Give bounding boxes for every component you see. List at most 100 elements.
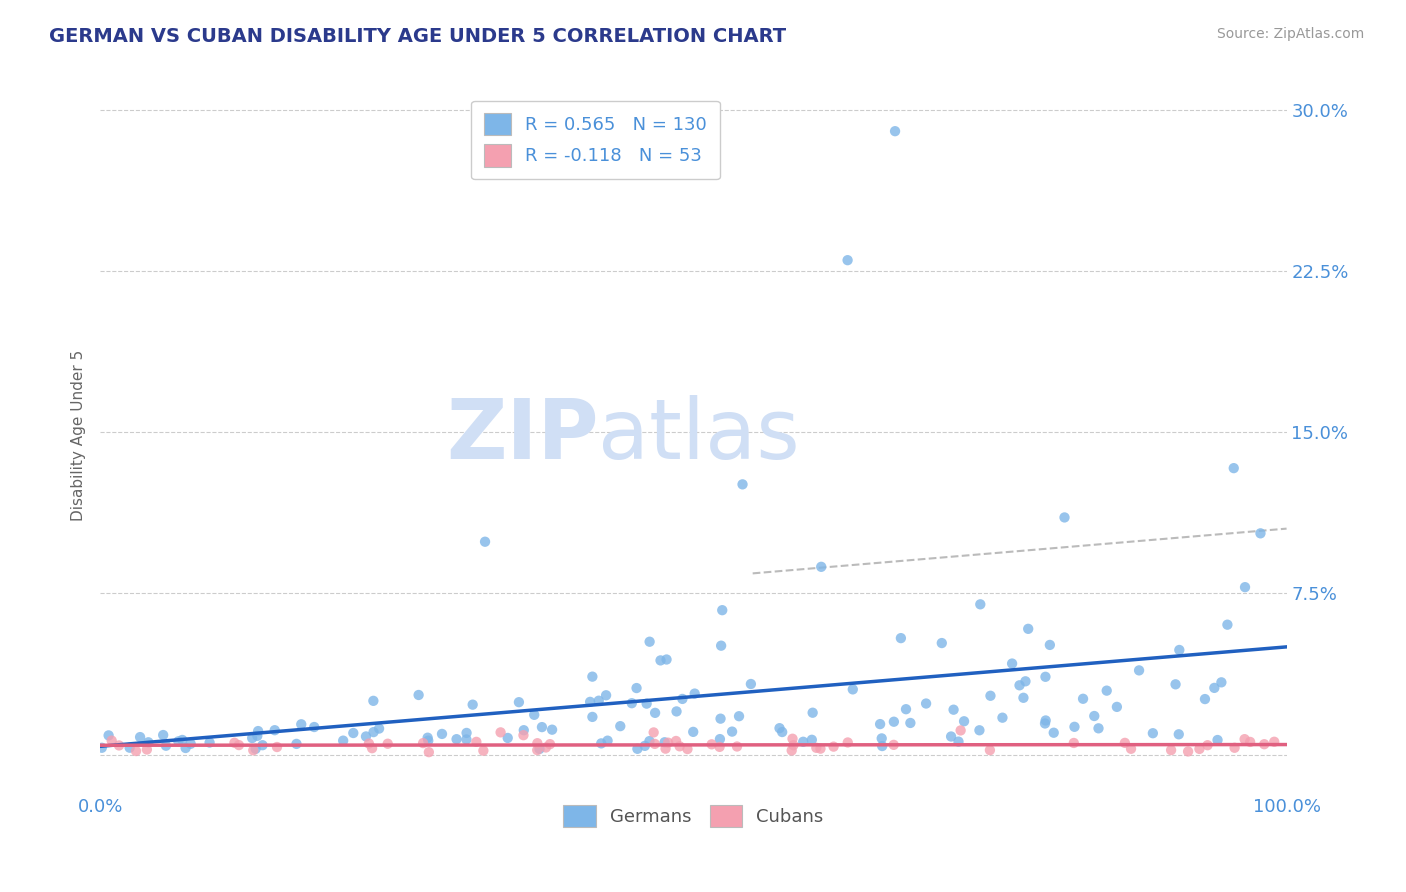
- Point: [949, 723, 972, 738]
- Point: [979, 689, 1001, 703]
- Point: [644, 737, 666, 751]
- Point: [1035, 714, 1057, 728]
- Point: [991, 711, 1014, 725]
- Point: [135, 742, 157, 756]
- Point: [643, 725, 665, 739]
- Point: [240, 731, 263, 745]
- Point: [884, 124, 907, 138]
- Point: [620, 696, 643, 710]
- Point: [671, 692, 693, 706]
- Point: [626, 741, 648, 756]
- Point: [242, 743, 264, 757]
- Point: [541, 723, 564, 737]
- Point: [1164, 677, 1187, 691]
- Point: [711, 603, 734, 617]
- Point: [90, 740, 112, 755]
- Point: [655, 652, 678, 666]
- Point: [1035, 670, 1057, 684]
- Point: [782, 731, 804, 746]
- Point: [725, 739, 748, 754]
- Point: [252, 738, 274, 752]
- Point: [1017, 622, 1039, 636]
- Point: [1223, 740, 1246, 755]
- Point: [489, 725, 512, 739]
- Text: ZIP: ZIP: [446, 395, 599, 476]
- Text: GERMAN VS CUBAN DISABILITY AGE UNDER 5 CORRELATION CHART: GERMAN VS CUBAN DISABILITY AGE UNDER 5 C…: [49, 27, 786, 45]
- Point: [780, 743, 803, 757]
- Point: [1206, 733, 1229, 747]
- Point: [1222, 461, 1244, 475]
- Point: [342, 726, 364, 740]
- Point: [472, 744, 495, 758]
- Point: [418, 745, 440, 759]
- Point: [368, 722, 391, 736]
- Point: [97, 728, 120, 742]
- Point: [357, 737, 380, 751]
- Point: [609, 719, 631, 733]
- Point: [180, 737, 202, 751]
- Point: [792, 735, 814, 749]
- Point: [668, 739, 690, 754]
- Point: [898, 715, 921, 730]
- Point: [247, 724, 270, 739]
- Point: [1177, 744, 1199, 758]
- Point: [1233, 732, 1256, 747]
- Point: [1204, 681, 1226, 695]
- Text: Source: ZipAtlas.com: Source: ZipAtlas.com: [1216, 27, 1364, 41]
- Point: [129, 730, 152, 744]
- Point: [526, 736, 548, 750]
- Point: [890, 631, 912, 645]
- Point: [942, 703, 965, 717]
- Point: [290, 717, 312, 731]
- Point: [1194, 692, 1216, 706]
- Point: [1114, 736, 1136, 750]
- Point: [228, 738, 250, 752]
- Point: [782, 738, 804, 752]
- Point: [1083, 709, 1105, 723]
- Point: [361, 741, 384, 756]
- Point: [526, 743, 548, 757]
- Point: [1012, 690, 1035, 705]
- Point: [266, 739, 288, 754]
- Point: [332, 733, 354, 747]
- Point: [474, 534, 496, 549]
- Point: [100, 733, 122, 747]
- Point: [596, 733, 619, 747]
- Point: [246, 729, 269, 743]
- Point: [948, 734, 970, 748]
- Point: [125, 744, 148, 758]
- Point: [883, 738, 905, 752]
- Point: [152, 728, 174, 742]
- Point: [1014, 674, 1036, 689]
- Point: [823, 739, 845, 754]
- Point: [1105, 699, 1128, 714]
- Point: [682, 724, 704, 739]
- Point: [800, 732, 823, 747]
- Point: [969, 723, 991, 738]
- Point: [530, 720, 553, 734]
- Point: [363, 694, 385, 708]
- Point: [810, 559, 832, 574]
- Point: [446, 732, 468, 747]
- Point: [740, 677, 762, 691]
- Point: [377, 737, 399, 751]
- Point: [529, 742, 551, 756]
- Point: [591, 736, 613, 750]
- Point: [412, 736, 434, 750]
- Point: [644, 706, 666, 720]
- Point: [1239, 735, 1261, 749]
- Point: [657, 736, 679, 750]
- Point: [931, 636, 953, 650]
- Point: [837, 735, 859, 749]
- Point: [408, 688, 430, 702]
- Point: [1087, 722, 1109, 736]
- Point: [665, 734, 688, 748]
- Point: [1160, 743, 1182, 757]
- Point: [728, 709, 751, 723]
- Point: [979, 743, 1001, 757]
- Point: [731, 477, 754, 491]
- Point: [118, 740, 141, 755]
- Point: [456, 726, 478, 740]
- Point: [416, 731, 439, 745]
- Point: [638, 634, 661, 648]
